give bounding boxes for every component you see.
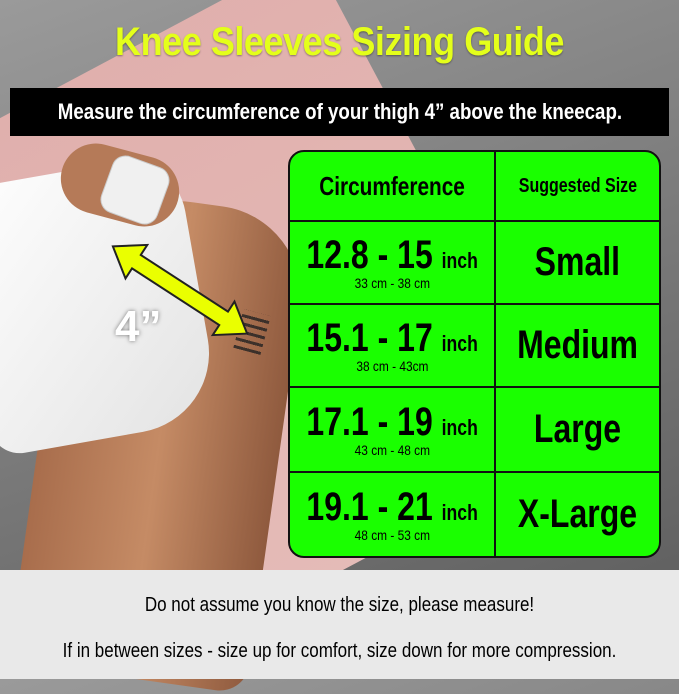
inch-range: 12.8 - 15	[306, 232, 433, 277]
header-text: Suggested Size	[518, 174, 637, 197]
unit: inch	[441, 499, 478, 525]
measurement-label: 4”	[115, 302, 162, 351]
cm-range: 33 cm - 38 cm	[354, 274, 430, 291]
table-row-size: Large	[496, 388, 659, 473]
cm-range: 43 cm - 48 cm	[354, 441, 430, 458]
size-table: Circumference Suggested Size 12.8 - 15 i…	[288, 150, 661, 558]
page-title: Knee Sleeves Sizing Guide	[115, 20, 564, 64]
inch-range: 15.1 - 17	[306, 315, 433, 360]
footer-line-2: If in between sizes - size up for comfor…	[62, 640, 617, 662]
table-row-circumference: 12.8 - 15 inch 33 cm - 38 cm	[290, 222, 496, 305]
inch-range: 19.1 - 21	[306, 484, 433, 529]
table-row-circumference: 15.1 - 17 inch 38 cm - 43cm	[290, 305, 496, 388]
table-row-circumference: 19.1 - 21 inch 48 cm - 53 cm	[290, 473, 496, 556]
size-label: X-Large	[517, 492, 638, 536]
double-arrow-icon	[111, 243, 249, 337]
header-text: Circumference	[319, 170, 465, 201]
table-row-size: X-Large	[496, 473, 659, 556]
size-label: Medium	[517, 323, 638, 367]
table-row-size: Medium	[496, 305, 659, 388]
cm-range: 48 cm - 53 cm	[354, 526, 430, 543]
unit: inch	[441, 414, 478, 440]
footer-note: Do not assume you know the size, please …	[0, 570, 679, 679]
footer-line-1: Do not assume you know the size, please …	[144, 594, 535, 616]
unit: inch	[441, 247, 478, 273]
table-row-circumference: 17.1 - 19 inch 43 cm - 48 cm	[290, 388, 496, 473]
unit: inch	[441, 330, 478, 356]
size-label: Large	[533, 407, 622, 451]
cm-range: 38 cm - 43cm	[355, 357, 429, 374]
size-label: Small	[534, 240, 621, 284]
header-size: Suggested Size	[496, 152, 659, 222]
inch-range: 17.1 - 19	[306, 399, 433, 444]
table-row-size: Small	[496, 222, 659, 305]
instruction-text: Measure the circumference of your thigh …	[57, 99, 622, 124]
header-circumference: Circumference	[290, 152, 496, 222]
instruction-banner: Measure the circumference of your thigh …	[10, 88, 669, 136]
